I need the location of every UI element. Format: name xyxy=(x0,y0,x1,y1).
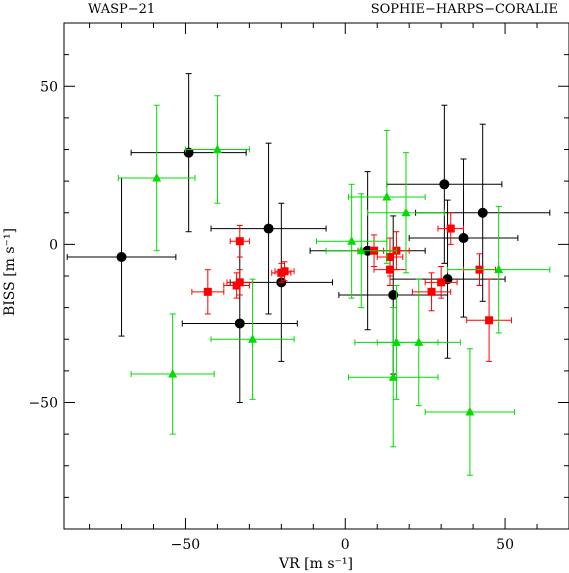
data-point-square xyxy=(203,287,212,296)
axes: −50 0 50 −50 0 50 xyxy=(28,22,569,553)
x-axis-label: VR [m s⁻¹] xyxy=(278,556,353,572)
data-point-square xyxy=(280,267,289,276)
series-triangle xyxy=(117,95,551,476)
data-point-triangle xyxy=(168,369,178,378)
data-point-circle xyxy=(477,207,488,218)
data-point-square xyxy=(427,287,436,296)
data-point-circle xyxy=(388,289,399,300)
data-point-triangle xyxy=(414,337,424,346)
data-point-triangle xyxy=(401,207,411,217)
data-point-circle xyxy=(116,252,127,263)
data-point-circle xyxy=(263,223,274,234)
data-point-circle xyxy=(234,318,245,329)
data-point-square xyxy=(235,237,244,246)
data-point-triangle xyxy=(465,406,475,416)
data-point-triangle xyxy=(347,236,357,245)
x-tick-label: 0 xyxy=(341,537,350,553)
x-tick-label: 50 xyxy=(496,537,514,553)
chart-title-left: WASP−21 xyxy=(88,2,155,17)
data-point-square xyxy=(446,224,455,233)
data-point-triangle xyxy=(382,191,392,201)
plot-marks xyxy=(66,73,551,476)
chart-title-right: SOPHIE−HARPS−CORALIE xyxy=(371,2,558,17)
data-point-triangle xyxy=(152,172,162,182)
data-point-triangle xyxy=(356,245,366,255)
x-tick-label: −50 xyxy=(171,537,201,553)
data-point-square xyxy=(485,316,494,325)
data-point-circle xyxy=(439,179,450,190)
data-point-square xyxy=(437,278,446,287)
data-point-square xyxy=(235,278,244,287)
data-point-circle xyxy=(458,233,469,244)
y-tick-label: 50 xyxy=(40,79,58,95)
y-tick-label: 0 xyxy=(49,237,58,253)
y-axis-label: BISS [m s⁻¹] xyxy=(2,228,18,316)
data-point-square xyxy=(386,265,395,274)
data-point-circle xyxy=(183,147,194,158)
data-point-triangle xyxy=(388,372,398,381)
data-point-triangle xyxy=(391,337,401,346)
data-point-triangle xyxy=(212,144,222,153)
data-point-triangle xyxy=(248,334,258,343)
data-point-triangle xyxy=(494,264,504,274)
y-tick-label: −50 xyxy=(28,396,58,412)
